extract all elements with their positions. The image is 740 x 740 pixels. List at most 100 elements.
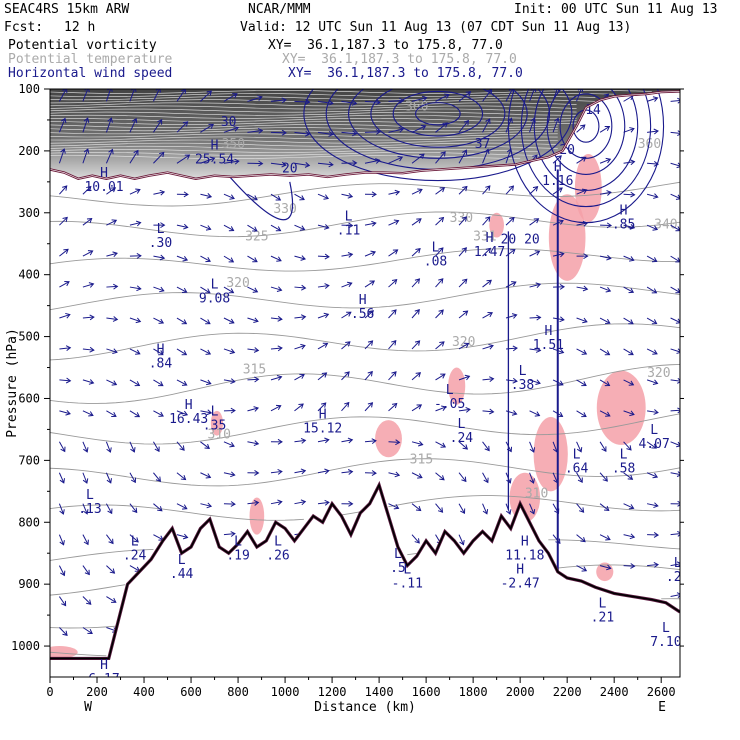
wind-vector <box>388 279 398 288</box>
wind-vector-head <box>535 282 542 289</box>
wind-vector <box>364 251 376 257</box>
wind-vector-head <box>489 408 495 415</box>
wind-vector-head <box>368 310 374 316</box>
pv-anomaly-patch <box>574 153 602 223</box>
wind-vector-head <box>392 249 399 255</box>
wind-vector-head <box>652 349 658 355</box>
forecast-hours: 12 h <box>64 20 96 35</box>
wind-vector <box>59 410 71 415</box>
wind-vector <box>317 313 329 319</box>
wind-vector-head <box>557 187 563 193</box>
wind-vector <box>82 534 89 545</box>
wind-vector-head <box>459 539 465 546</box>
wind-vector-head <box>304 162 311 168</box>
pv-anomaly-patch <box>375 420 402 458</box>
y-tick-label: 600 <box>18 391 40 405</box>
wind-vector-head <box>83 539 89 546</box>
wind-vector <box>106 348 118 353</box>
wind-vector-head <box>132 507 138 514</box>
wind-vector-head <box>133 149 139 156</box>
wind-vector-head <box>437 507 444 513</box>
pv-extremum-value: 1.47 <box>474 245 505 260</box>
wind-vector <box>388 220 399 226</box>
wind-vector-head <box>581 188 588 195</box>
wind-vector-head <box>299 195 305 201</box>
wind-vector-head <box>398 126 405 133</box>
wind-vector-head <box>487 311 494 318</box>
wind-vector <box>623 379 634 386</box>
pv-extremum-value: 15.12 <box>303 422 342 437</box>
wind-vector-head <box>651 288 658 294</box>
wind-vector-head <box>391 309 397 315</box>
pv-extremum-value: .08 <box>424 254 447 269</box>
pv-extremum-value: .64 <box>565 462 589 477</box>
wind-vector <box>294 403 304 412</box>
wind-vector <box>59 347 71 350</box>
x-axis-label: Distance (km) <box>314 700 416 715</box>
wind-vector <box>247 193 258 201</box>
wind-vector <box>153 503 163 512</box>
wind-vector-head <box>277 345 283 352</box>
y-axis-label: Pressure (hPa) <box>5 328 20 438</box>
wind-vector <box>294 193 305 201</box>
wind-vector-head <box>464 374 471 381</box>
wind-vector <box>482 345 494 350</box>
wind-vector <box>247 286 258 293</box>
wind-vector-head <box>629 159 636 166</box>
wind-vector <box>82 218 92 226</box>
wind-vector-head <box>322 342 329 348</box>
wind-vector <box>294 374 305 381</box>
wind-vector <box>435 122 448 133</box>
wind-vector-head <box>576 447 583 453</box>
pv-extremum-marker: H <box>521 534 529 549</box>
wind-vector <box>670 317 680 323</box>
wind-vector-head <box>89 346 95 353</box>
wind-vector-head <box>606 222 613 229</box>
wind-vector-head <box>675 318 680 324</box>
wind-vector <box>223 379 235 383</box>
wind-vector <box>106 596 117 603</box>
wind-vector <box>670 255 680 263</box>
wind-vector-head <box>179 445 185 451</box>
wind-vector-head <box>234 158 240 165</box>
pv-extremum-marker: H <box>486 231 494 246</box>
legend-wind-xy: XY= 36.1,187.3 to 175.8, 77.0 <box>288 66 523 81</box>
wind-vector-head <box>157 506 163 512</box>
wind-vector-head <box>206 379 212 386</box>
wind-vector <box>294 255 306 260</box>
y-tick-label: 1000 <box>11 639 40 653</box>
wind-vector-head <box>300 255 306 261</box>
wind-vector <box>623 348 634 356</box>
wind-speed-contour <box>559 93 613 159</box>
wind-vector <box>646 348 658 355</box>
pv-extremum-value: 1.16 <box>542 174 573 189</box>
wind-vector <box>341 402 350 412</box>
wind-vector <box>364 280 375 288</box>
theta-contour-label: 320 <box>226 276 249 291</box>
wind-vector-head <box>465 91 472 97</box>
wind-vector <box>552 118 559 133</box>
wind-vector-head <box>677 407 680 414</box>
pv-extremum-marker: H <box>620 203 628 218</box>
wind-vector <box>623 472 633 480</box>
wind-vector <box>176 255 188 261</box>
wind-vector <box>58 534 65 546</box>
wind-vector-head <box>59 478 65 484</box>
wind-vector-head <box>347 469 354 475</box>
wind-vector <box>646 286 657 294</box>
wind-vector-head <box>629 256 635 262</box>
pv-extremum-value: .30 <box>149 236 172 251</box>
wind-vector-head <box>182 504 188 510</box>
wind-vector <box>317 162 333 166</box>
wind-vector-head <box>508 89 514 93</box>
wind-vector-head <box>298 403 304 409</box>
wind-vector-head <box>253 317 259 324</box>
wind-vector-head <box>578 507 585 513</box>
wind-vector-head <box>60 117 67 124</box>
wind-contour-label: 20 <box>524 233 540 248</box>
wind-vector <box>505 281 517 288</box>
wind-vector-head <box>111 597 117 603</box>
wind-vector <box>411 340 420 350</box>
wind-vector <box>59 217 68 226</box>
